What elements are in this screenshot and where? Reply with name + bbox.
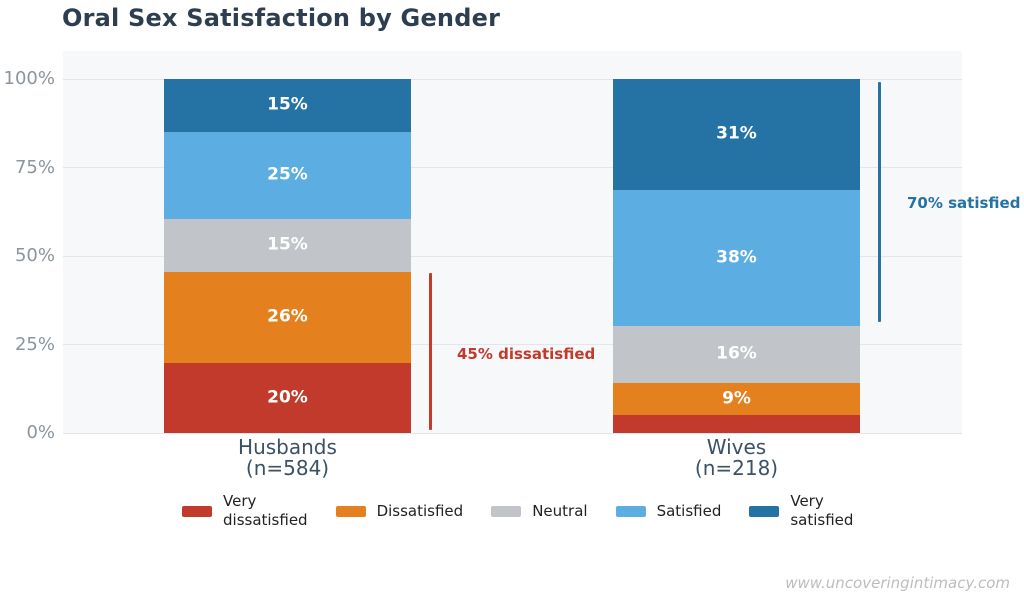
legend-label-very-dissatisfied: Very dissatisfied bbox=[223, 492, 308, 529]
bar-segment-wives-neutral: 16% bbox=[613, 325, 860, 383]
legend-swatch-satisfied bbox=[615, 505, 646, 517]
legend: Very dissatisfied Dissatisfied Neutral Sati… bbox=[182, 489, 853, 533]
satisfied-annotation-text: 70% satisfied bbox=[907, 194, 1021, 212]
legend-item-satisfied: Satisfied bbox=[615, 501, 722, 521]
legend-swatch-neutral bbox=[491, 505, 522, 517]
ytick-label-75-: 75% bbox=[14, 156, 55, 178]
bar-value-label: 15% bbox=[267, 235, 308, 256]
ytick-label-50-: 50% bbox=[14, 245, 55, 266]
gridline-75- bbox=[63, 167, 962, 168]
bar-value-label: 9% bbox=[722, 388, 751, 409]
legend-swatch-very-dissatisfied bbox=[182, 505, 212, 517]
bar-segment-husbands-neutral: 15% bbox=[164, 219, 411, 272]
bar-value-label: 26% bbox=[267, 306, 308, 327]
plot-area: 0% 25% 50% 75% 100% 20% 26% 15% 25% 15% Husbands (… bbox=[4, 51, 962, 479]
gridline-25- bbox=[63, 344, 962, 345]
bar-value-label: 31% bbox=[716, 124, 757, 145]
bar-segment-wives-very-satisfied: 31% bbox=[613, 79, 860, 190]
satisfied-bracket-line bbox=[878, 82, 881, 322]
bar-segment-wives-very-dissatisfied bbox=[613, 415, 860, 433]
bar-value-label: 25% bbox=[267, 164, 308, 185]
xaxis-label-husbands: Husbands (n=584) bbox=[238, 435, 337, 480]
ytick-label-25-: 25% bbox=[14, 333, 55, 355]
bar-value-label: 16% bbox=[716, 343, 757, 364]
legend-label-satisfied: Satisfied bbox=[656, 501, 722, 520]
bar-value-label: 15% bbox=[267, 94, 308, 115]
bar-segment-wives-dissatisfied: 9% bbox=[613, 382, 860, 416]
legend-label-neutral: Neutral bbox=[532, 501, 588, 520]
bar-segment-wives-satisfied: 38% bbox=[613, 189, 860, 326]
gridline-100- bbox=[63, 78, 962, 80]
chart-title: Oral Sex Satisfaction by Gender bbox=[62, 4, 501, 32]
dissatisfied-annotation-text: 45% dissatisfied bbox=[457, 345, 596, 363]
legend-item-very-dissatisfied: Very dissatisfied bbox=[182, 492, 308, 530]
ytick-label-100-: 100% bbox=[3, 68, 55, 89]
bar-value-label: 20% bbox=[267, 387, 308, 408]
ytick-label-0-: 0% bbox=[26, 422, 55, 443]
legend-item-neutral: Neutral bbox=[491, 501, 588, 521]
bar-segment-husbands-very-dissatisfied: 20% bbox=[164, 362, 411, 433]
bar-segment-husbands-very-satisfied: 15% bbox=[164, 79, 411, 132]
xaxis-label-wives: Wives (n=218) bbox=[694, 435, 779, 480]
watermark: www.uncoveringintimacy.com bbox=[785, 574, 1010, 592]
bar-segment-husbands-dissatisfied: 26% bbox=[164, 271, 411, 363]
bar-value-label: 38% bbox=[716, 247, 757, 268]
gridline-50- bbox=[63, 255, 962, 257]
legend-label-dissatisfied: Dissatisfied bbox=[376, 501, 464, 520]
gridline-0- bbox=[63, 432, 962, 434]
legend-swatch-dissatisfied bbox=[335, 505, 366, 517]
dissatisfied-bracket-line bbox=[429, 273, 432, 430]
legend-swatch-very-satisfied bbox=[749, 505, 780, 517]
bar-segment-husbands-satisfied: 25% bbox=[164, 131, 411, 220]
legend-label-very-satisfied: Very satisfied bbox=[790, 492, 854, 529]
legend-item-dissatisfied: Dissatisfied bbox=[335, 501, 464, 521]
legend-item-very-satisfied: Very satisfied bbox=[749, 492, 853, 530]
